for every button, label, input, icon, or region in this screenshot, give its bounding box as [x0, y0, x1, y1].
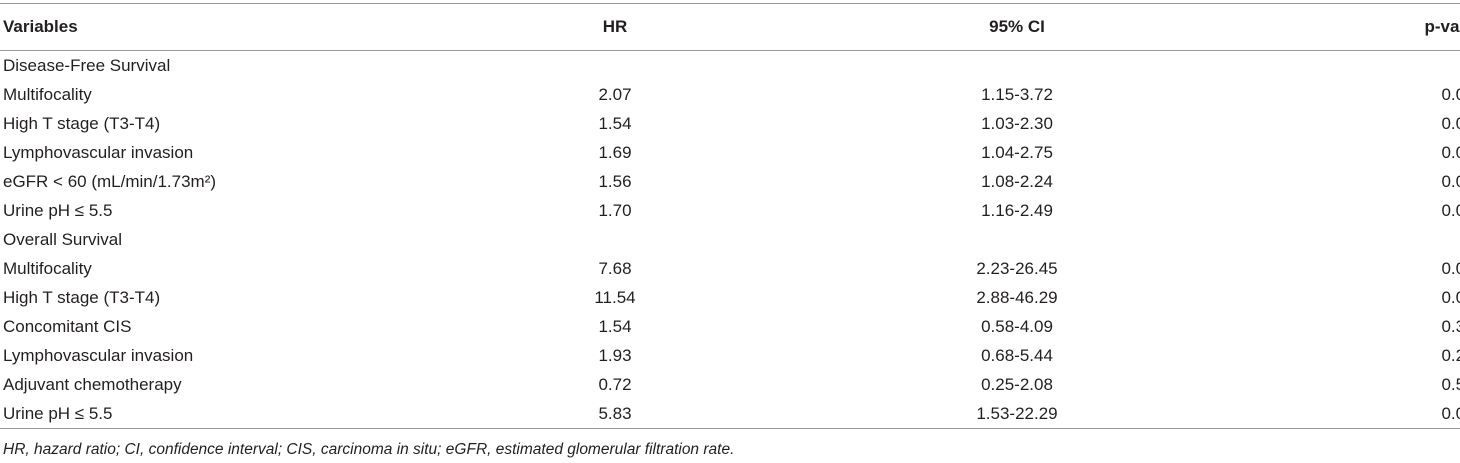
header-cell: 95% CI [734, 3, 1301, 51]
footnote: HR, hazard ratio; CI, confidence interva… [3, 441, 735, 458]
table-cell: 1.93 [598, 345, 632, 365]
data-row: High T stage (T3-T4) 1.54 1.03-2.30 0.036 [0, 109, 1460, 138]
table-cell: High T stage (T3-T4) [3, 287, 161, 307]
header-cell: HR [497, 3, 734, 51]
table-cell: 0.68-5.44 [981, 345, 1053, 365]
data-row: Urine pH ≤ 5.5 1.70 1.16-2.49 0.007 [0, 196, 1460, 225]
empty-cell [1301, 51, 1460, 81]
table-cell: 0.033 [1441, 142, 1460, 162]
table-cell: 1.53-22.29 [734, 399, 1301, 429]
data-row: Multifocality 7.68 2.23-26.45 0.001 [0, 254, 1460, 283]
table-cell: 2.07 [598, 84, 632, 104]
table-cell: 1.04-2.75 [981, 142, 1053, 162]
table-cell: 1.54 [598, 316, 632, 336]
table-cell: Urine pH ≤ 5.5 [0, 399, 497, 429]
header-cell: Variables [0, 3, 497, 51]
header-cell: p-value [1301, 3, 1460, 51]
data-row: High T stage (T3-T4) 11.54 2.88-46.29 0.001 [0, 283, 1460, 312]
table-cell: 0.542 [1441, 374, 1460, 394]
table-cell: 0.007 [1441, 200, 1460, 220]
section-row: Overall Survival [0, 225, 1460, 254]
data-row: Adjuvant chemotherapy 0.72 0.25-2.08 0.542 [0, 370, 1460, 399]
table-cell: 2.23-26.45 [976, 258, 1058, 278]
table-cell: Concomitant CIS [3, 316, 132, 336]
table-cell: Multifocality [3, 258, 92, 278]
table-cell: 0.25-2.08 [981, 374, 1053, 394]
data-row: Lymphovascular invasion 1.93 0.68-5.44 0.21… [0, 341, 1460, 370]
table-cell: 11.54 [594, 287, 636, 307]
data-row: Lymphovascular invasion 1.69 1.04-2.75 0.03… [0, 138, 1460, 167]
table-cell: 0.015 [1441, 84, 1460, 104]
table-cell: 0.010 [1301, 399, 1460, 429]
table-cell: eGFR < 60 (mL/min/1.73m²) [3, 171, 217, 191]
table-cell: 7.68 [598, 258, 632, 278]
table-cell: Urine pH ≤ 5.5 [3, 200, 113, 220]
section-title: Overall Survival [3, 229, 123, 249]
data-row: Urine pH ≤ 5.55.831.53-22.290.010 [0, 399, 1460, 429]
table-cell: 0.017 [1441, 171, 1460, 191]
table-cell: Lymphovascular invasion [3, 142, 194, 162]
table-cell: 0.036 [1441, 113, 1460, 133]
data-row: Multifocality 2.07 1.15-3.72 0.015 [0, 80, 1460, 109]
table-cell: Multifocality [3, 84, 92, 104]
section-title: Disease-Free Survival [3, 55, 171, 75]
table-cell: 0.215 [1441, 345, 1460, 365]
table-cell: Lymphovascular invasion [3, 345, 194, 365]
table-cell: 1.69 [598, 142, 632, 162]
data-row: eGFR < 60 (mL/min/1.73m²) 1.56 1.08-2.24 0.… [0, 167, 1460, 196]
table-cell: 0.58-4.09 [981, 316, 1053, 336]
table-cell: 1.03-2.30 [981, 113, 1053, 133]
table-cell: 1.70 [598, 200, 632, 220]
empty-cell [497, 225, 734, 254]
table-cell: 1.54 [598, 113, 632, 133]
table-cell: 0.72 [598, 374, 632, 394]
table-cell: 0.387 [1441, 316, 1460, 336]
section-row: Disease-Free Survival [0, 51, 1460, 81]
table-cell: 0.001 [1441, 258, 1460, 278]
table-cell: 1.15-3.72 [981, 84, 1053, 104]
table-cell: High T stage (T3-T4) [3, 113, 161, 133]
empty-cell [734, 225, 1301, 254]
table-cell: 5.83 [497, 399, 734, 429]
table-cell: Adjuvant chemotherapy [3, 374, 182, 394]
data-row: Concomitant CIS 1.54 0.58-4.09 0.387 [0, 312, 1460, 341]
table-body: Disease-Free Survival Multifocality 2.07 1.… [0, 51, 1460, 429]
empty-cell [734, 51, 1301, 81]
table-cell: 1.16-2.49 [981, 200, 1053, 220]
table-cell: 1.56 [598, 171, 632, 191]
table-cell: 1.08-2.24 [981, 171, 1053, 191]
table-cell: 0.001 [1441, 287, 1460, 307]
empty-cell [1301, 225, 1460, 254]
empty-cell [497, 51, 734, 81]
table-cell: 2.88-46.29 [976, 287, 1058, 307]
